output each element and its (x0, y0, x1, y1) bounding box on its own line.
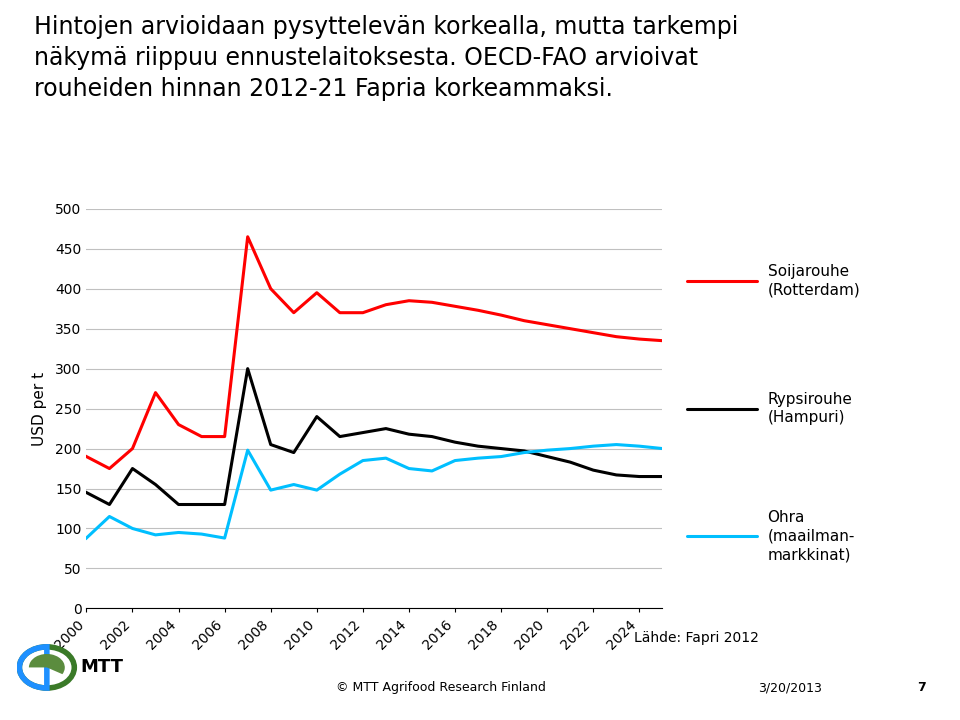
Text: Soijarouhe
(Rotterdam): Soijarouhe (Rotterdam) (768, 264, 860, 297)
Text: MTT: MTT (81, 658, 124, 677)
Text: 3/20/2013: 3/20/2013 (758, 681, 823, 695)
Text: Hintojen arvioidaan pysyttelevän korkealla, mutta tarkempi
näkymä riippuu ennust: Hintojen arvioidaan pysyttelevän korkeal… (34, 15, 738, 101)
Text: Ohra
(maailman-
markkinat): Ohra (maailman- markkinat) (768, 510, 855, 562)
Text: Lähde: Fapri 2012: Lähde: Fapri 2012 (634, 631, 758, 645)
Y-axis label: USD per t: USD per t (32, 372, 47, 446)
Text: © MTT Agrifood Research Finland: © MTT Agrifood Research Finland (336, 681, 546, 695)
Text: Rypsirouhe
(Hampuri): Rypsirouhe (Hampuri) (768, 392, 852, 426)
Wedge shape (29, 654, 64, 674)
Text: 7: 7 (917, 681, 925, 695)
